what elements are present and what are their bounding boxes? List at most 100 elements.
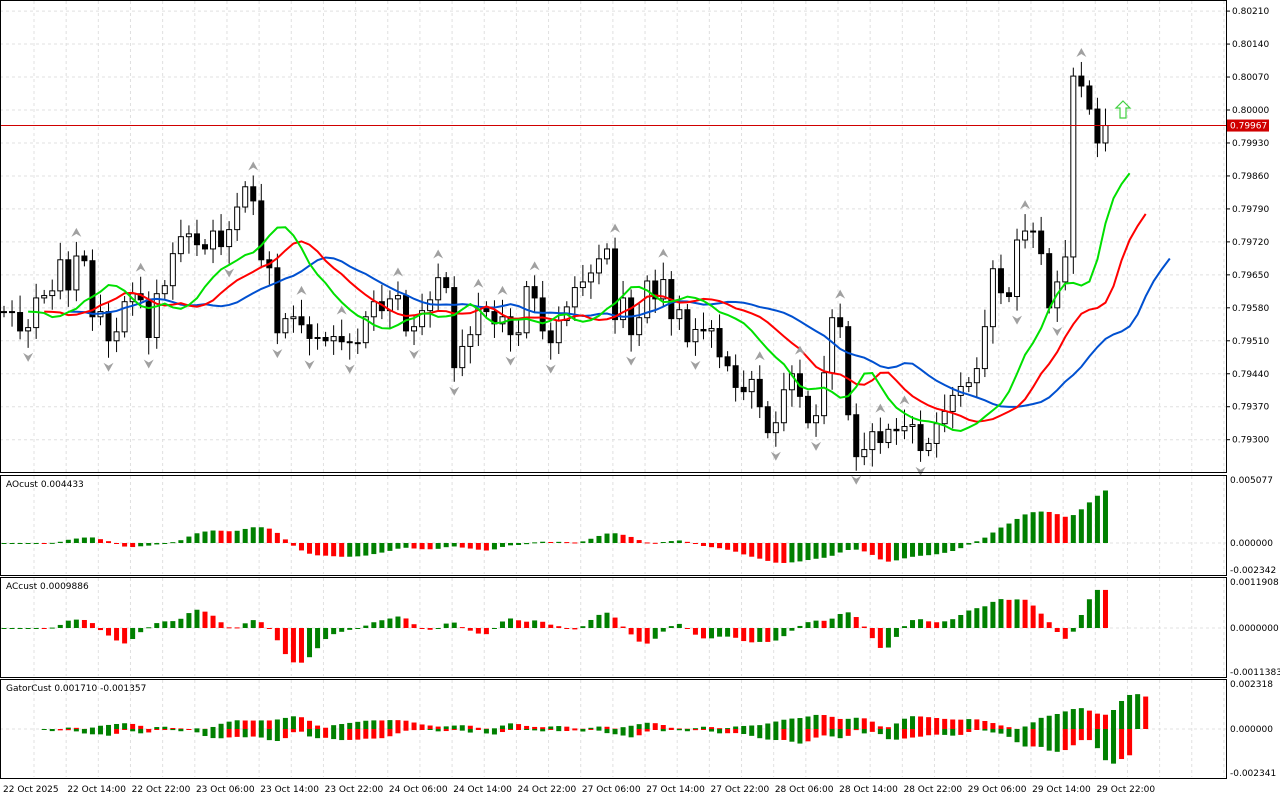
candle[interactable] [250, 175, 257, 216]
candle[interactable] [644, 275, 651, 324]
candle[interactable] [724, 351, 731, 372]
candle[interactable] [193, 219, 200, 257]
candle[interactable] [933, 412, 940, 458]
candle[interactable] [290, 305, 297, 333]
candle[interactable] [740, 370, 747, 401]
candle[interactable] [394, 281, 401, 311]
candle[interactable] [692, 318, 699, 356]
candle[interactable] [226, 221, 233, 264]
candle[interactable] [539, 280, 546, 340]
candle[interactable] [89, 249, 96, 331]
candle[interactable] [354, 328, 361, 354]
candle[interactable] [73, 241, 80, 302]
candle[interactable] [427, 291, 434, 328]
candle[interactable] [306, 316, 313, 356]
candle[interactable] [901, 409, 908, 440]
candle[interactable] [330, 325, 337, 355]
candle[interactable] [362, 311, 369, 349]
candle[interactable] [636, 303, 643, 346]
candle[interactable] [620, 280, 627, 329]
candle[interactable] [748, 370, 755, 409]
candle[interactable] [1, 305, 7, 318]
candle[interactable] [258, 183, 265, 269]
candle[interactable] [515, 318, 522, 346]
candle[interactable] [1070, 67, 1077, 274]
candle[interactable] [628, 289, 635, 352]
candle[interactable] [861, 432, 868, 466]
candle[interactable] [772, 411, 779, 447]
candle[interactable] [314, 323, 321, 350]
candle[interactable] [604, 243, 610, 265]
candle[interactable] [41, 289, 48, 304]
candle[interactable] [467, 326, 474, 364]
candle[interactable] [322, 331, 329, 347]
candle[interactable] [853, 403, 860, 471]
candle[interactable] [1022, 214, 1029, 249]
candle[interactable] [218, 214, 225, 256]
candle[interactable] [378, 284, 385, 320]
candle[interactable] [81, 250, 88, 267]
candle[interactable] [893, 418, 900, 445]
candle[interactable] [121, 296, 128, 338]
candle[interactable] [949, 386, 956, 429]
candle[interactable] [997, 254, 1004, 305]
candle[interactable] [909, 416, 916, 444]
candle[interactable] [821, 355, 828, 425]
candle[interactable] [234, 192, 241, 241]
candle[interactable] [612, 237, 619, 334]
candle[interactable] [1014, 228, 1021, 311]
candle[interactable] [877, 417, 884, 454]
candle[interactable] [805, 390, 811, 429]
candle[interactable] [989, 260, 996, 344]
candle[interactable] [242, 181, 249, 213]
candle[interactable] [917, 410, 924, 462]
candle[interactable] [1038, 216, 1045, 265]
candle[interactable] [1006, 287, 1012, 303]
candle[interactable] [732, 354, 739, 402]
candle[interactable] [451, 276, 458, 382]
candle[interactable] [17, 295, 24, 340]
candle[interactable] [700, 312, 707, 340]
candle[interactable] [210, 219, 217, 264]
candle[interactable] [459, 329, 466, 377]
candle[interactable] [547, 322, 554, 360]
candle[interactable] [837, 303, 844, 338]
candle[interactable] [65, 251, 72, 307]
candle[interactable] [869, 423, 876, 467]
candle[interactable] [885, 423, 892, 449]
candle[interactable] [764, 401, 771, 439]
candle[interactable] [571, 276, 578, 322]
candle[interactable] [169, 242, 176, 300]
candle[interactable] [298, 299, 305, 334]
candle[interactable] [153, 279, 160, 349]
candle[interactable] [716, 314, 723, 369]
candle[interactable] [25, 319, 32, 348]
candle[interactable] [780, 372, 787, 432]
candle[interactable] [684, 304, 691, 348]
candle[interactable] [1102, 108, 1109, 152]
candle[interactable] [9, 300, 16, 327]
candle[interactable] [587, 264, 594, 299]
candle[interactable] [652, 269, 659, 314]
candle[interactable] [202, 239, 208, 255]
candle[interactable] [177, 219, 184, 263]
candle[interactable] [1086, 80, 1093, 115]
candle[interactable] [973, 357, 980, 397]
candle[interactable] [813, 404, 820, 437]
candle[interactable] [161, 280, 168, 300]
candle[interactable] [57, 242, 64, 300]
candle[interactable] [708, 320, 715, 348]
candle[interactable] [845, 321, 852, 421]
candle[interactable] [491, 300, 498, 338]
candle[interactable] [925, 437, 932, 457]
candle[interactable] [274, 253, 281, 345]
candle[interactable] [266, 251, 273, 285]
candle[interactable] [1062, 239, 1069, 291]
candle[interactable] [660, 262, 667, 308]
candle[interactable] [595, 244, 602, 285]
main-price-window[interactable] [0, 47, 1226, 485]
candle[interactable] [579, 264, 586, 297]
candle[interactable] [981, 309, 988, 378]
candle[interactable] [443, 272, 450, 294]
